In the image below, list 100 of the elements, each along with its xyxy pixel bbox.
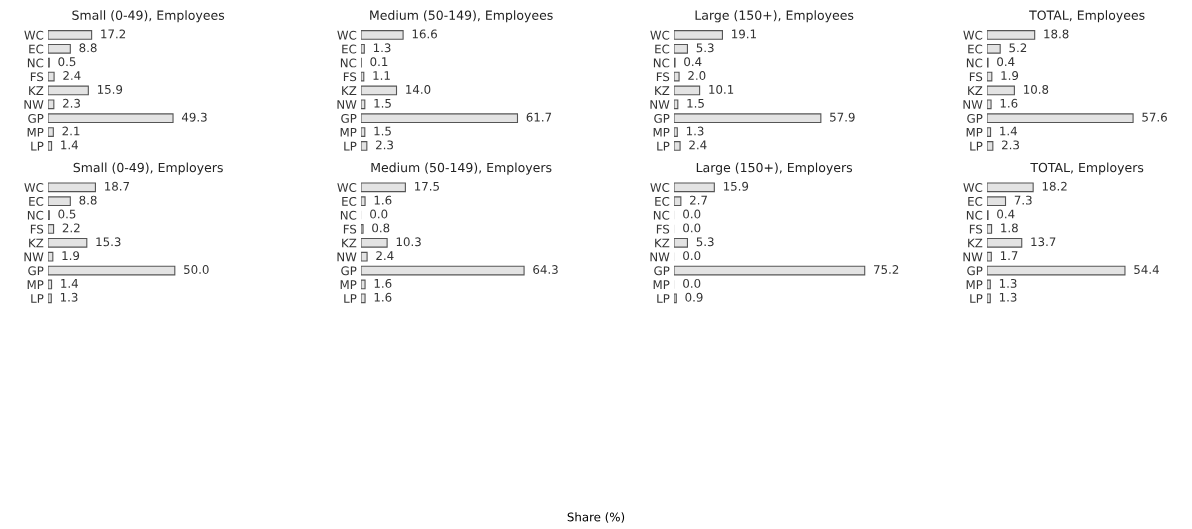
y-tick-label: LP [344, 294, 357, 303]
y-tick-label: KZ [29, 86, 44, 95]
y-tick-label: NC [653, 210, 670, 220]
data-label: 0.1 [370, 57, 388, 67]
data-label: 2.0 [688, 71, 706, 81]
data-label: 1.6 [374, 195, 392, 205]
data-label: 2.3 [63, 98, 80, 108]
y-tick-label: FS [969, 72, 983, 82]
y-tick-label: LP [31, 294, 44, 303]
data-label: 2.2 [62, 223, 80, 233]
y-tick-label: LP [31, 141, 44, 151]
y-tick-label: WC [24, 30, 44, 40]
data-label: 8.8 [79, 195, 97, 205]
chart-title: Medium (50-149), Employers [371, 162, 552, 175]
y-tick-label: FS [656, 224, 670, 234]
y-tick-label: WC [337, 30, 357, 40]
data-label: 1.9 [1001, 71, 1019, 81]
y-tick-label: LP [657, 141, 670, 151]
y-tick-label: MP [653, 127, 670, 137]
data-label: 5.2 [1009, 43, 1027, 53]
y-tick-label: MP [966, 127, 983, 137]
y-tick-label: NW [337, 100, 357, 109]
y-tick-label: NW [963, 252, 983, 262]
data-label: 1.6 [374, 292, 392, 302]
data-label: 0.4 [997, 209, 1015, 219]
y-tick-label: NC [27, 58, 44, 68]
chart-title: Small (0-49), Employees [72, 10, 225, 23]
y-tick-label: GP [654, 266, 670, 276]
y-tick-label: NC [27, 210, 44, 220]
data-label: 15.3 [96, 237, 121, 247]
data-label: 57.6 [1142, 112, 1167, 122]
y-tick-label: LP [970, 141, 983, 151]
y-tick-label: NW [963, 100, 983, 109]
y-tick-label: GP [967, 113, 983, 123]
data-label: 1.3 [373, 43, 391, 53]
y-tick-label: EC [342, 44, 357, 54]
chart-title: TOTAL, Employers [1030, 162, 1144, 175]
data-label: 18.2 [1042, 181, 1067, 191]
y-tick-label: MP [966, 280, 983, 289]
data-label: 17.5 [415, 181, 439, 191]
y-tick-label: WC [650, 183, 670, 192]
data-label: 0.4 [997, 57, 1015, 67]
y-tick-label: KZ [342, 86, 357, 95]
y-tick-label: WC [650, 30, 670, 40]
y-tick-label: NW [24, 100, 44, 109]
y-tick-label: GP [654, 113, 670, 123]
y-tick-label: WC [963, 183, 983, 192]
y-tick-label: NW [24, 252, 44, 262]
data-label: 2.4 [63, 71, 81, 80]
y-tick-label: WC [337, 183, 357, 192]
y-tick-label: WC [963, 30, 983, 40]
data-label: 18.8 [1044, 29, 1069, 39]
data-label: 1.6 [374, 278, 392, 288]
data-label: 2.3 [1002, 140, 1019, 150]
data-label: 17.2 [101, 29, 126, 39]
y-tick-label: KZ [655, 238, 670, 248]
y-tick-label: MP [340, 127, 357, 137]
y-tick-label: FS [343, 72, 357, 82]
data-label: 1.5 [687, 98, 704, 108]
data-label: 2.1 [62, 126, 80, 136]
data-label: 10.1 [709, 84, 734, 94]
data-label: 0.5 [58, 209, 76, 219]
data-label: 0.4 [684, 57, 702, 67]
data-label: 2.3 [376, 140, 393, 150]
y-tick-label: EC [29, 44, 44, 54]
data-label: 15.9 [723, 181, 749, 191]
data-label: 18.7 [105, 181, 130, 191]
chart-title: TOTAL, Employees [1029, 10, 1145, 23]
y-tick-label: FS [343, 224, 357, 234]
y-tick-label: LP [344, 141, 357, 151]
data-label: 1.3 [999, 278, 1017, 288]
data-label: 1.3 [60, 292, 78, 302]
data-label: 0.0 [683, 278, 701, 288]
y-tick-label: GP [28, 266, 44, 276]
data-label: 49.3 [181, 112, 207, 122]
data-label: 1.4 [1000, 126, 1017, 136]
data-label: 64.3 [533, 265, 558, 274]
y-tick-label: GP [28, 113, 44, 123]
data-label: 2.4 [376, 251, 394, 260]
y-tick-label: MP [340, 280, 357, 289]
y-tick-label: MP [27, 280, 44, 289]
data-label: 2.7 [690, 195, 707, 205]
data-label: 0.5 [58, 57, 76, 67]
y-tick-label: EC [655, 44, 670, 54]
y-tick-label: KZ [342, 238, 357, 248]
y-tick-label: NC [653, 58, 670, 68]
y-tick-label: MP [653, 280, 670, 289]
data-label: 5.3 [696, 43, 714, 53]
data-label: 10.3 [396, 237, 421, 247]
data-label: 16.6 [412, 29, 437, 39]
y-tick-label: NW [337, 252, 357, 262]
y-tick-label: FS [656, 72, 670, 82]
y-tick-label: FS [30, 72, 44, 82]
data-label: 10.8 [1024, 84, 1049, 94]
chart-title: Small (0-49), Employers [73, 162, 223, 175]
data-label: 1.5 [374, 98, 391, 108]
data-label: 15.9 [97, 84, 123, 94]
data-label: 1.3 [686, 126, 704, 136]
data-label: 5.3 [696, 237, 714, 247]
y-tick-label: EC [655, 196, 670, 206]
